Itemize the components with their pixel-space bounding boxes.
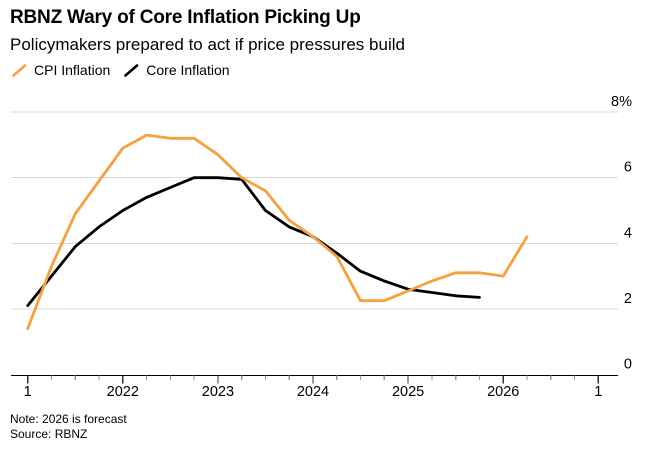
legend-item-core: Core Inflation: [124, 62, 230, 79]
y-tick-label: 8%: [611, 94, 632, 110]
chart-header: RBNZ Wary of Core Inflation Picking Up P…: [10, 6, 636, 55]
x-tick-label: 2022: [107, 384, 139, 400]
legend-marker-core: [124, 64, 139, 77]
chart-footer: Note: 2026 is forecast Source: RBNZ: [10, 412, 127, 441]
series-line-core-inflation: [26, 176, 481, 308]
page-title: RBNZ Wary of Core Inflation Picking Up: [10, 7, 361, 28]
core-line-sample-icon: [124, 64, 139, 77]
y-tick-label: 4: [624, 225, 632, 241]
x-tick-label: 2023: [202, 384, 234, 400]
legend-label-cpi: CPI Inflation: [34, 62, 111, 78]
x-tick-label: 2024: [297, 384, 329, 400]
series-line-cpi-inflation: [26, 133, 529, 331]
legend-label-core: Core Inflation: [146, 62, 230, 78]
x-tick-label: 2025: [392, 384, 424, 400]
x-tick-label: 1: [24, 384, 32, 400]
page-subtitle: Policymakers prepared to act if price pr…: [10, 35, 405, 54]
cpi-line-sample-icon: [12, 64, 27, 77]
chart-source: Source: RBNZ: [10, 426, 88, 441]
x-tick-label: 2026: [487, 384, 519, 400]
legend-item-cpi: CPI Inflation: [12, 62, 110, 79]
chart-note: Note: 2026 is forecast: [10, 412, 127, 426]
x-tick-label: 1: [594, 384, 602, 400]
y-tick-label: 2: [624, 291, 632, 307]
legend: CPI Inflation Core Inflation: [12, 62, 230, 79]
y-tick-label: 6: [624, 160, 632, 176]
legend-marker-cpi: [12, 64, 27, 77]
y-tick-label: 0: [624, 357, 632, 373]
